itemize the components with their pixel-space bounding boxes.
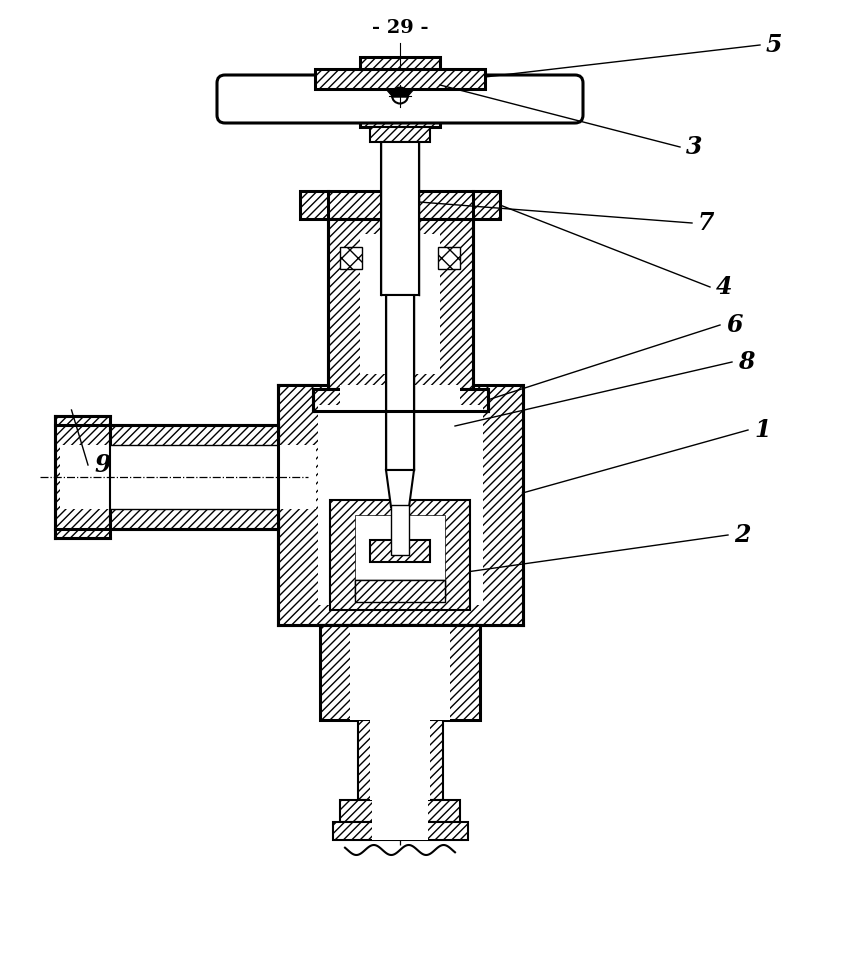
Bar [372, 720, 428, 822]
Polygon shape [386, 89, 414, 97]
Bar [370, 540, 430, 562]
Bar [355, 580, 445, 598]
Bar [277, 385, 523, 625]
Bar [332, 822, 468, 840]
Bar [340, 385, 460, 405]
Bar [55, 416, 110, 538]
Bar [355, 515, 445, 580]
Bar [372, 822, 428, 840]
Bar [360, 57, 440, 127]
FancyBboxPatch shape [217, 75, 583, 123]
Bar [350, 625, 450, 720]
Bar [438, 247, 460, 269]
Bar [358, 720, 442, 800]
Bar [312, 389, 487, 411]
Bar [370, 127, 430, 142]
Bar [93, 445, 316, 509]
Text: 7: 7 [698, 211, 715, 235]
Text: 3: 3 [686, 135, 702, 159]
Bar [93, 425, 277, 529]
Bar [370, 720, 430, 800]
Text: 1: 1 [754, 418, 771, 442]
Bar [330, 500, 470, 610]
Bar [340, 247, 362, 269]
Bar [360, 234, 440, 374]
Bar [345, 411, 455, 441]
Bar [60, 445, 115, 509]
Text: 8: 8 [738, 350, 755, 374]
Text: - 29 -: - 29 - [371, 19, 428, 37]
Text: 5: 5 [766, 33, 783, 57]
Bar [300, 191, 500, 219]
Bar [327, 219, 473, 389]
Bar [315, 69, 485, 89]
Bar [340, 800, 460, 822]
Bar [391, 505, 409, 555]
Bar [320, 625, 480, 720]
Bar [110, 445, 277, 509]
Text: 6: 6 [726, 313, 743, 337]
Bar [317, 405, 482, 605]
Text: 2: 2 [734, 523, 750, 547]
Text: 4: 4 [716, 275, 733, 299]
Bar [381, 142, 419, 295]
Text: 9: 9 [94, 453, 111, 477]
Bar [386, 295, 414, 470]
Bar [355, 580, 445, 602]
Polygon shape [386, 470, 414, 507]
Bar [350, 411, 450, 441]
